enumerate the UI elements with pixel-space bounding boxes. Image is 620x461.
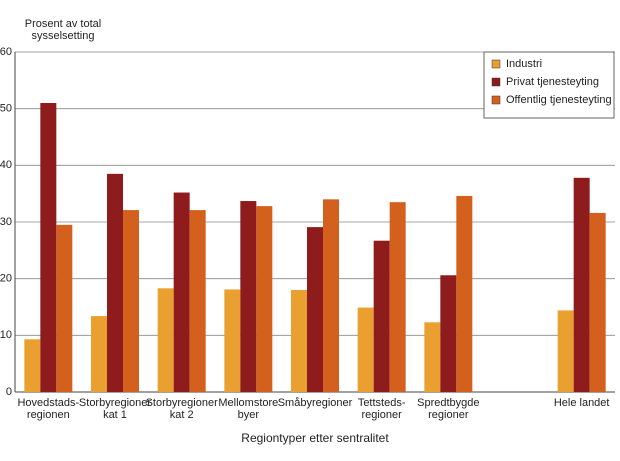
y-tick-label: 10: [0, 329, 12, 341]
legend-label: Industri: [506, 58, 542, 70]
legend-label: Offentlig tjenesteyting: [506, 94, 612, 106]
y-tick-label: 50: [0, 103, 12, 115]
bar: [56, 224, 73, 392]
bar: [323, 199, 339, 392]
legend-box: [483, 51, 615, 119]
legend-swatch: [491, 77, 501, 87]
x-tick-label: Spredtbygde regioner: [417, 397, 480, 421]
x-tick-label: Storbyregioner kat 1: [78, 397, 152, 421]
bar: [389, 202, 406, 392]
y-tick-label: 60: [0, 46, 12, 58]
x-tick-label: Hovedstads- regionen: [17, 397, 80, 421]
x-tick-label: Mellomstore byer: [218, 397, 279, 421]
y-tick-label: 30: [0, 216, 12, 228]
bar: [424, 322, 441, 392]
x-tick-label: Småbyregioner: [277, 397, 353, 409]
x-tick-label: Hele landet: [553, 397, 610, 409]
bar: [557, 310, 574, 392]
x-axis-title: Regiontyper etter sentralitet: [241, 431, 389, 445]
bar: [373, 240, 390, 392]
bar: [224, 289, 241, 392]
y-tick-label: 40: [0, 159, 12, 171]
bar: [189, 210, 206, 392]
bar: [589, 212, 606, 392]
x-tick-label: Storbyregioner kat 2: [145, 397, 218, 421]
bar: [291, 290, 307, 392]
bar: [240, 201, 257, 392]
x-tick-label: Tettsteds- regioner: [357, 397, 406, 421]
bar: [456, 195, 473, 392]
legend-swatch: [491, 95, 501, 105]
bar: [256, 206, 273, 392]
bar: [440, 275, 457, 392]
y-tick-label: 20: [0, 273, 12, 285]
bar: [24, 339, 41, 392]
bar: [157, 288, 174, 392]
legend-label: Privat tjenesteyting: [506, 76, 599, 88]
y-tick-label: 0: [6, 386, 12, 398]
bar: [173, 192, 190, 392]
bar: [107, 173, 123, 392]
y-axis-title: Prosent av total sysselsetting: [24, 18, 102, 42]
legend-swatch: [491, 59, 501, 69]
bar: [357, 307, 374, 392]
bar: [91, 316, 107, 392]
bar: [123, 210, 139, 392]
bar: [573, 177, 590, 392]
bar: [40, 103, 57, 392]
bar: [307, 227, 323, 392]
